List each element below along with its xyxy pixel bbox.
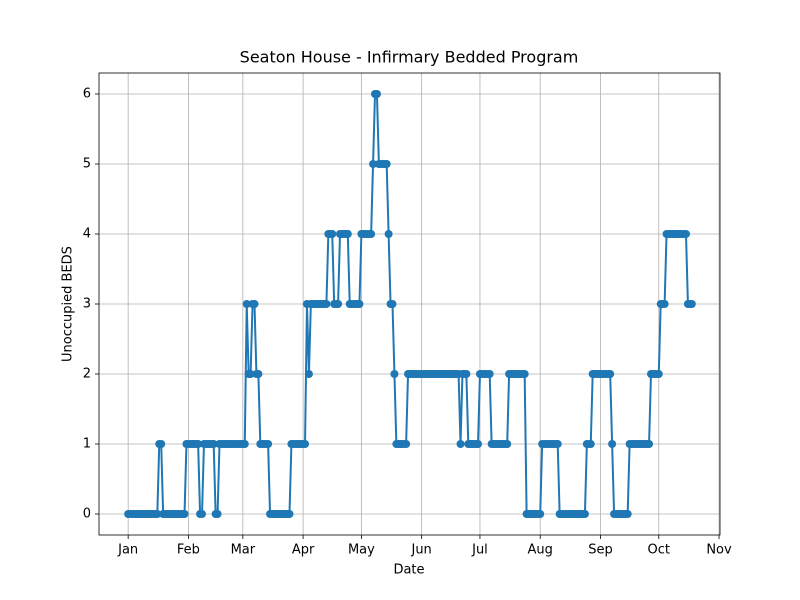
y-tick-label: 1	[83, 437, 91, 452]
data-point	[390, 370, 399, 378]
data-point	[456, 440, 465, 448]
data-point	[384, 230, 393, 238]
x-tick-label: May	[348, 543, 375, 558]
chart-title: Seaton House - Infirmary Bedded Program	[240, 48, 579, 67]
data-point	[250, 300, 259, 308]
data-point	[681, 230, 690, 238]
data-point	[623, 510, 632, 518]
data-point	[606, 370, 615, 378]
x-tick-label: Sep	[588, 543, 613, 558]
y-tick-label: 4	[83, 227, 91, 242]
data-point	[334, 300, 343, 308]
data-point	[213, 510, 222, 518]
data-point	[180, 510, 189, 518]
data-point	[474, 440, 483, 448]
data-point	[586, 440, 595, 448]
data-point	[194, 440, 203, 448]
data-point	[369, 160, 378, 168]
y-tick-label: 6	[83, 87, 91, 102]
data-point	[209, 440, 218, 448]
data-point	[503, 440, 512, 448]
data-point	[157, 440, 166, 448]
x-tick-label: Mar	[231, 543, 256, 558]
y-tick-label: 5	[83, 157, 91, 172]
x-tick-label: Apr	[292, 543, 315, 558]
data-point	[645, 440, 654, 448]
data-point	[246, 370, 255, 378]
data-point	[462, 370, 471, 378]
x-tick-label: Nov	[706, 543, 732, 558]
x-tick-label: Aug	[528, 543, 553, 558]
x-tick-label: Oct	[648, 543, 670, 558]
data-point	[242, 300, 251, 308]
data-point	[660, 300, 669, 308]
data-point	[198, 510, 207, 518]
x-tick-label: Jul	[471, 543, 488, 558]
data-point	[654, 370, 663, 378]
data-point	[372, 90, 381, 98]
x-tick-label: Feb	[177, 543, 200, 558]
y-axis-label: Unoccupied BEDS	[61, 246, 76, 362]
x-axis-label: Date	[393, 563, 424, 578]
data-point	[301, 440, 310, 448]
data-point	[402, 440, 411, 448]
x-tick-label: Jan	[117, 543, 138, 558]
data-point	[580, 510, 589, 518]
data-point	[485, 370, 494, 378]
data-point	[264, 440, 273, 448]
data-point	[687, 300, 696, 308]
x-tick-label: Jun	[410, 543, 431, 558]
data-point	[240, 440, 249, 448]
data-point	[285, 510, 294, 518]
data-point	[355, 300, 364, 308]
data-point	[388, 300, 397, 308]
y-tick-label: 2	[83, 367, 91, 382]
data-point	[367, 230, 376, 238]
data-point	[153, 510, 162, 518]
data-point	[254, 370, 263, 378]
data-point	[304, 370, 313, 378]
data-point	[520, 370, 529, 378]
data-point	[382, 160, 391, 168]
data-point	[553, 440, 562, 448]
data-point	[343, 230, 352, 238]
plot-frame	[98, 72, 721, 536]
data-point	[322, 300, 331, 308]
data-point	[536, 510, 545, 518]
y-tick-label: 3	[83, 297, 91, 312]
data-point	[608, 440, 617, 448]
y-tick-label: 0	[83, 507, 91, 522]
data-point	[328, 230, 337, 238]
